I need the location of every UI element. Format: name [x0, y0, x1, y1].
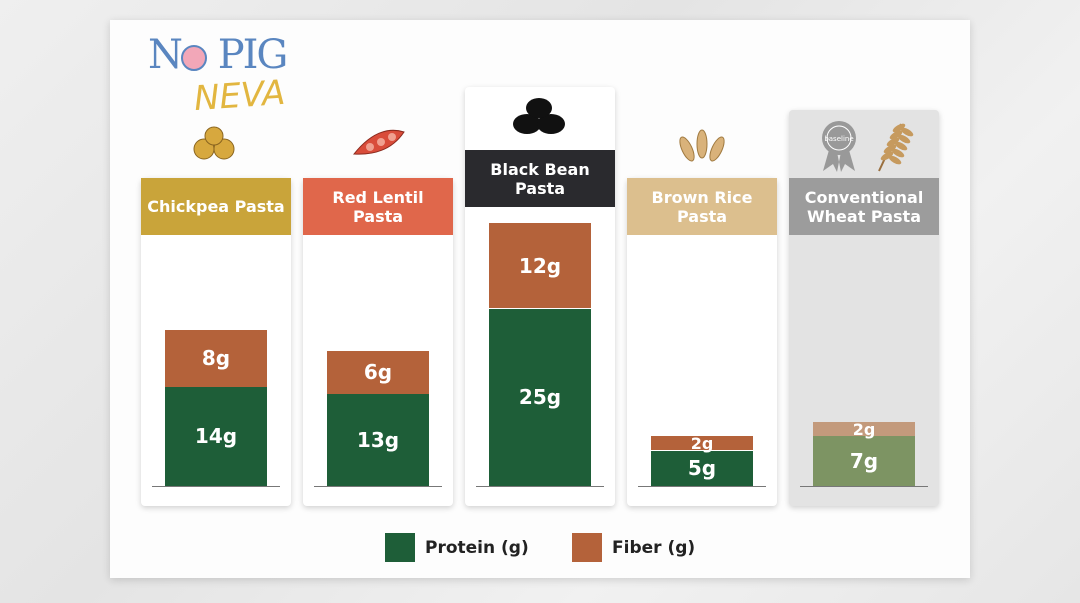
black-bean-icon: [465, 94, 615, 143]
protein-bar: 25g: [489, 308, 591, 486]
rice-grain-icon: [627, 124, 777, 173]
logo: N PIG NEVA: [148, 32, 308, 122]
fiber-bar: 8g: [165, 329, 267, 387]
legend-label: Fiber (g): [612, 537, 696, 558]
legend-fiber: Fiber (g): [572, 533, 695, 562]
fiber-bar: 12g: [489, 223, 591, 309]
fiber-bar: 2g: [651, 434, 753, 453]
baseline-axis: [800, 486, 928, 487]
svg-text:baseline: baseline: [824, 135, 853, 143]
protein-bar: 7g: [813, 436, 915, 486]
legend-swatch-protein: [385, 533, 415, 562]
fiber-bar: 2g: [813, 420, 915, 439]
category-label: Brown Rice Pasta: [627, 178, 777, 235]
legend-protein: Protein (g): [385, 533, 529, 562]
fiber-bar: 6g: [327, 351, 429, 394]
pea-pod-icon: [303, 124, 453, 168]
chickpea-icon: [141, 124, 291, 168]
protein-bar: 5g: [651, 450, 753, 486]
category-label: Chickpea Pasta: [141, 178, 291, 235]
baseline-axis: [152, 486, 280, 487]
logo-no-pig: N PIG: [148, 32, 288, 78]
wheat-icon: baseline: [789, 116, 939, 180]
legend-label: Protein (g): [425, 537, 529, 558]
category-label: Black Bean Pasta: [465, 150, 615, 207]
legend-swatch-fiber: [572, 533, 602, 562]
baseline-axis: [476, 486, 604, 487]
baseline-axis: [638, 486, 766, 487]
category-label: Red Lentil Pasta: [303, 178, 453, 235]
category-label: Conventional Wheat Pasta: [789, 178, 939, 235]
protein-bar: 14g: [165, 386, 267, 486]
baseline-axis: [314, 486, 442, 487]
protein-bar: 13g: [327, 393, 429, 486]
